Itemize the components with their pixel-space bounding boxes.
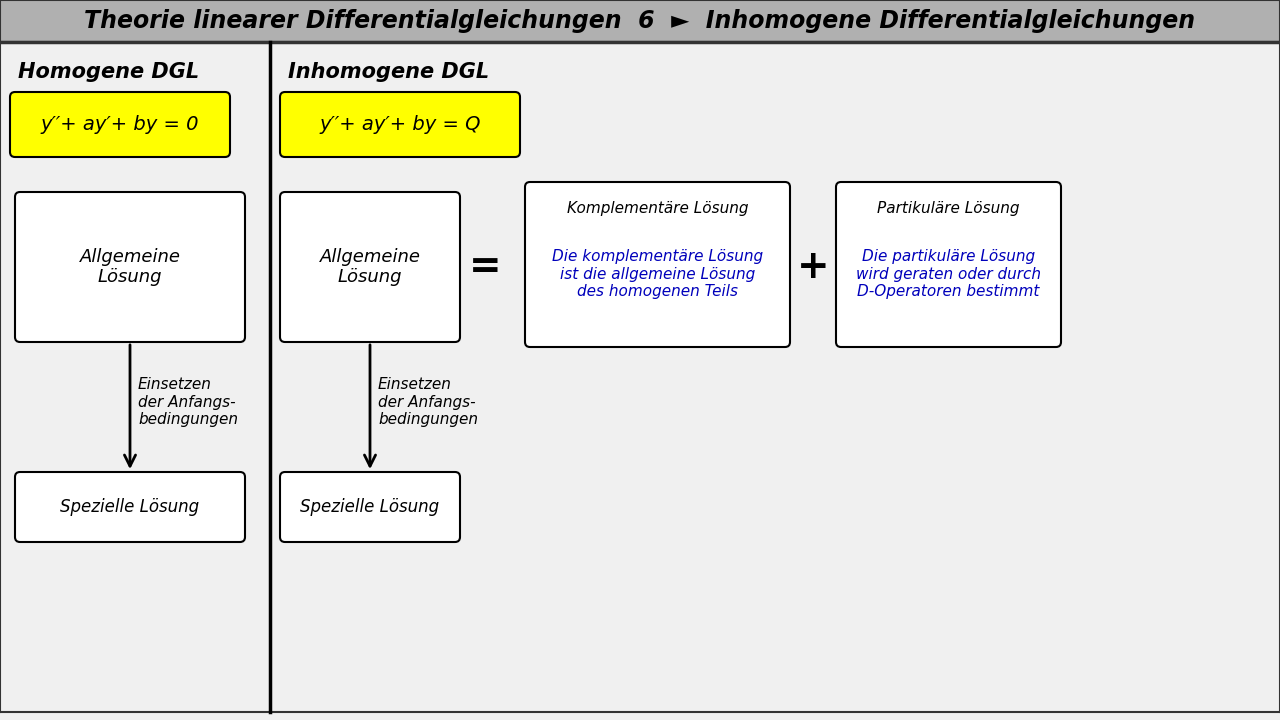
Text: Theorie linearer Differentialgleichungen  6  ►  Inhomogene Differentialgleichung: Theorie linearer Differentialgleichungen… xyxy=(84,9,1196,33)
FancyBboxPatch shape xyxy=(525,182,790,347)
Text: Homogene DGL: Homogene DGL xyxy=(18,62,200,82)
Text: Einsetzen
der Anfangs-
bedingungen: Einsetzen der Anfangs- bedingungen xyxy=(138,377,238,427)
Text: Allgemeine
Lösung: Allgemeine Lösung xyxy=(320,248,421,287)
Text: Partikuläre Lösung: Partikuläre Lösung xyxy=(877,202,1020,217)
Text: =: = xyxy=(468,248,502,286)
Text: Inhomogene DGL: Inhomogene DGL xyxy=(288,62,489,82)
Text: Die partikuläre Lösung
wird geraten oder durch
D-Operatoren bestimmt: Die partikuläre Lösung wird geraten oder… xyxy=(856,249,1041,299)
Text: +: + xyxy=(796,248,829,286)
Text: Die komplementäre Lösung
ist die allgemeine Lösung
des homogenen Teils: Die komplementäre Lösung ist die allgeme… xyxy=(552,249,763,299)
FancyBboxPatch shape xyxy=(280,192,460,342)
Text: Komplementäre Lösung: Komplementäre Lösung xyxy=(567,202,749,217)
FancyBboxPatch shape xyxy=(280,92,520,157)
Text: Einsetzen
der Anfangs-
bedingungen: Einsetzen der Anfangs- bedingungen xyxy=(378,377,477,427)
FancyBboxPatch shape xyxy=(280,472,460,542)
Text: y′′+ ay′+ by = Q: y′′+ ay′+ by = Q xyxy=(319,115,481,134)
Text: Allgemeine
Lösung: Allgemeine Lösung xyxy=(79,248,180,287)
Text: Spezielle Lösung: Spezielle Lösung xyxy=(301,498,439,516)
FancyBboxPatch shape xyxy=(15,192,244,342)
Text: Spezielle Lösung: Spezielle Lösung xyxy=(60,498,200,516)
Bar xyxy=(0,0,1280,42)
FancyBboxPatch shape xyxy=(836,182,1061,347)
Text: y′′+ ay′+ by = 0: y′′+ ay′+ by = 0 xyxy=(41,115,200,134)
FancyBboxPatch shape xyxy=(10,92,230,157)
FancyBboxPatch shape xyxy=(15,472,244,542)
